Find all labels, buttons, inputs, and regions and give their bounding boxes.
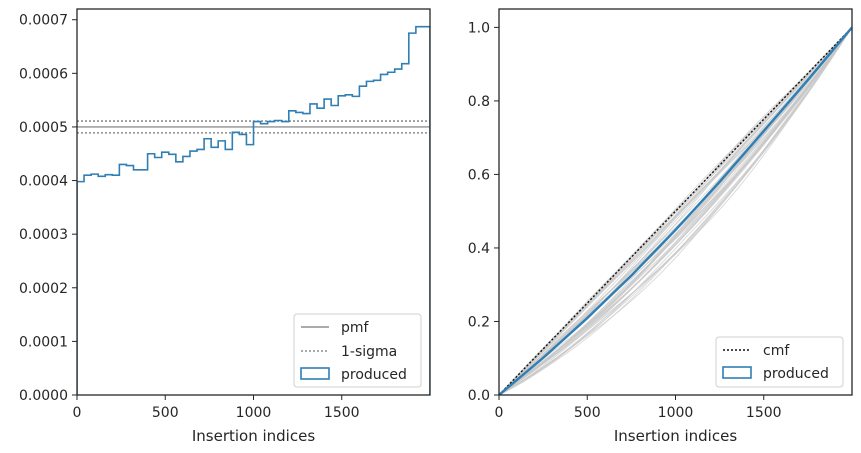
x-tick-label: 1000 (658, 405, 694, 421)
legend: cmf produced (715, 336, 844, 388)
x-tick-label: 0 (495, 405, 504, 421)
legend: pmf 1-sigma produced (293, 313, 422, 388)
histogram-panel: 0 500 1000 1500 0.0000 0.0001 0.0002 0.0003 0.00… (19, 8, 431, 445)
legend-label: 1-sigma (341, 344, 397, 360)
realization-line (499, 27, 852, 395)
x-axis-label: Insertion indices (614, 427, 737, 445)
x-tick-label: 500 (152, 405, 179, 421)
x-tick-label: 1000 (236, 405, 272, 421)
y-tick-label: 0.0002 (19, 281, 68, 297)
realization-line (499, 27, 852, 395)
y-tick-label: 0.0006 (19, 66, 68, 82)
legend-label: pmf (341, 320, 370, 336)
produced-line (499, 26, 852, 395)
y-tick-label: 0.8 (468, 94, 490, 110)
y-tick-label: 0.0000 (19, 388, 68, 404)
legend-produced-swatch (300, 367, 330, 380)
y-tick-label: 1.0 (468, 20, 490, 36)
axes-frame (498, 8, 853, 396)
realization-line (499, 27, 852, 395)
legend-label: produced (341, 367, 407, 383)
legend-label: produced (763, 366, 829, 382)
realization-line (499, 27, 852, 395)
realization-line (499, 27, 852, 395)
x-axis-label: Insertion indices (192, 427, 315, 445)
legend-label: cmf (763, 343, 790, 359)
x-tick-label: 0 (73, 405, 82, 421)
y-tick-label: 0.0004 (19, 174, 68, 190)
x-tick-label: 1500 (324, 405, 360, 421)
y-tick-label: 0.0005 (19, 120, 68, 136)
cmf-line (499, 26, 852, 395)
y-tick-label: 0.0007 (19, 13, 68, 29)
y-tick-label: 0.2 (468, 314, 490, 330)
y-tick-label: 0.0003 (19, 227, 68, 243)
legend-produced-swatch (722, 366, 752, 379)
x-tick-label: 1500 (746, 405, 782, 421)
cumulative-panel: 0 500 1000 1500 0.0 0.2 0.4 0.6 0.8 1.0 Insertion … (468, 8, 853, 445)
y-tick-label: 0.4 (468, 241, 490, 257)
produced-histogram (77, 25, 430, 395)
y-tick-label: 0.0001 (19, 334, 68, 350)
realization-line (499, 27, 852, 395)
y-tick-label: 0.0 (468, 388, 490, 404)
realization-line (499, 27, 852, 395)
realization-line (499, 27, 852, 395)
plot-area (77, 25, 430, 395)
plot-area (499, 26, 852, 395)
x-tick-label: 500 (574, 405, 601, 421)
y-tick-label: 0.6 (468, 167, 490, 183)
axes-frame (76, 8, 431, 396)
